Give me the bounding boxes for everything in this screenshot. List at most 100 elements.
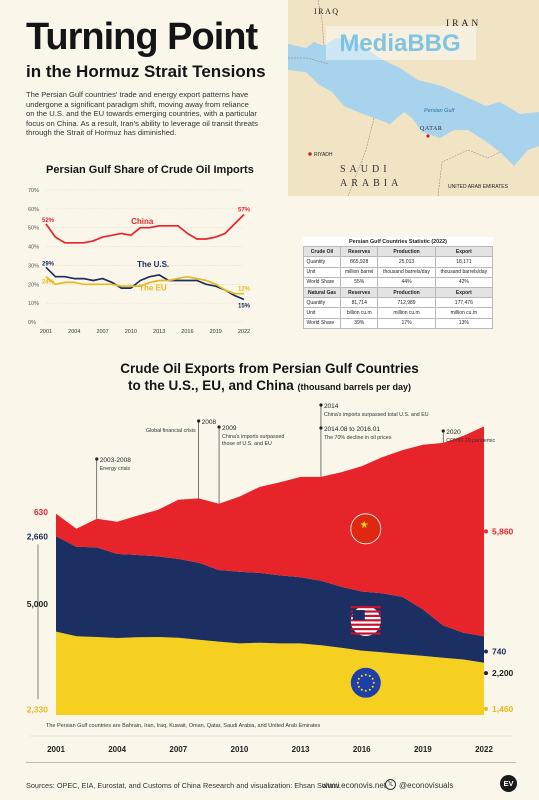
right-value-label: 740 xyxy=(492,646,506,656)
x-tick-label: 2010 xyxy=(231,745,249,754)
table-cell: million barrel xyxy=(340,266,379,278)
right-label-dot xyxy=(484,706,488,711)
intro-line: The Persian Gulf countries' trade and en… xyxy=(26,90,249,99)
eu-flag-star xyxy=(360,674,363,677)
map-label-gulf: Persian Gulf xyxy=(424,108,455,114)
eu-flag-star xyxy=(371,677,374,680)
annotation-text: China's imports surpassed total U.S. and… xyxy=(324,412,429,418)
table-row: Quantity 865,928 25,013 18,171 xyxy=(302,256,494,268)
x-tick-label: 2007 xyxy=(169,745,187,754)
start-value-label: 52% xyxy=(42,218,55,224)
footer-website[interactable]: www.econovis.net xyxy=(322,781,387,790)
table-header: Production xyxy=(377,286,436,299)
annotation-text: COVID-19 pandemic xyxy=(446,438,495,444)
annotation-year: 2020 xyxy=(446,429,461,436)
us-flag-stripe xyxy=(350,619,381,622)
annotation-dot xyxy=(319,426,323,430)
chart2-title-line2-text: to the U.S., EU, and China xyxy=(127,378,294,393)
start-value-label: 24% xyxy=(42,280,55,286)
table-header: Production xyxy=(377,246,436,258)
table-cell: 25,013 xyxy=(377,256,436,268)
table-row: Unit million barrel thousand barrels/day… xyxy=(302,266,494,278)
right-value-label: 5,860 xyxy=(492,526,514,536)
doha-dot xyxy=(426,134,430,138)
riyadh-dot xyxy=(308,152,312,156)
annotation-year: 2014 xyxy=(324,403,339,410)
x-tick-label: 2007 xyxy=(96,329,108,335)
annotation-year: 2008 xyxy=(202,419,217,426)
annotation-dot xyxy=(95,457,99,461)
x-tick-label: 2016 xyxy=(181,329,193,335)
table-cell: thousand barrels/day xyxy=(377,266,436,278)
chart2-title-unit: (thousand barrels per day) xyxy=(297,382,412,392)
chart2-footnote: The Persian Gulf countries are Bahrain, … xyxy=(46,723,320,729)
annotation-text: Energy crisis xyxy=(100,466,131,472)
x-tick-label: 2019 xyxy=(210,329,222,335)
annotation-dot xyxy=(197,419,201,423)
us-flag-stripe xyxy=(350,623,381,626)
x-tick-label: 2019 xyxy=(414,745,432,754)
persian-gulf-map: IRAQ IRAN QATAR RIYADH SAUDI ARABIA UNIT… xyxy=(288,0,539,196)
left-value-label: 5,000 xyxy=(27,599,49,609)
intro-line: focus on China. As a result, Iran's abil… xyxy=(26,118,258,128)
map-label-arabia: ARABIA xyxy=(340,178,402,189)
table-header: Crude Oil xyxy=(302,246,342,258)
table-cell: Unit xyxy=(302,307,342,319)
table-header: Reserves xyxy=(340,246,379,258)
econovis-logo: EV xyxy=(500,775,517,792)
map-border xyxy=(288,0,501,196)
start-value-label: 29% xyxy=(42,261,55,267)
chart1-title: Persian Gulf Share of Crude Oil Imports xyxy=(46,164,254,176)
table-row: Unit billion cu.m million cu.m million c… xyxy=(302,307,494,319)
us-flag-canton xyxy=(352,610,365,621)
right-label-dot xyxy=(484,671,488,676)
annotation-text: China's imports surpassed xyxy=(222,434,284,440)
table-cell: Quantity xyxy=(302,297,342,309)
china-flag-star: ★ xyxy=(360,520,369,531)
eu-flag-star xyxy=(368,674,371,677)
x-tick-label: 2004 xyxy=(108,745,126,754)
watermark-badge xyxy=(326,26,476,60)
table-cell: 865,928 xyxy=(340,256,379,268)
annotation-dot xyxy=(217,425,221,429)
chart2-title-line2: to the U.S., EU, and China (thousand bar… xyxy=(0,377,539,396)
table-header: Natural Gas xyxy=(302,286,342,299)
table-header: Export xyxy=(434,246,494,258)
annotation-text: The 70% decline in oil prices xyxy=(324,435,392,441)
chart2-title: Crude Oil Exports from Persian Gulf Coun… xyxy=(0,360,539,396)
us-flag-stripe xyxy=(350,632,381,635)
eu-flag-star xyxy=(360,688,363,691)
end-value-label: 57% xyxy=(238,208,251,214)
annotation-year: 2009 xyxy=(222,425,237,432)
area-band xyxy=(56,631,484,715)
table-cell: billion cu.m xyxy=(340,307,379,319)
table-cell: 17% xyxy=(377,317,436,329)
table-header: Reserves xyxy=(340,286,379,299)
y-tick-label: 30% xyxy=(28,263,39,269)
page-title: Turning Point xyxy=(26,16,258,58)
left-value-label: 2,330 xyxy=(27,704,49,714)
y-tick-label: 10% xyxy=(28,301,39,307)
x-tick-label: 2001 xyxy=(47,745,65,754)
x-tick-label: 2016 xyxy=(353,745,371,754)
x-logo-icon: 𝕏 xyxy=(385,779,396,790)
eu-flag-icon xyxy=(350,667,381,698)
watermark-text: MediaBBG xyxy=(339,30,460,57)
table-cell: 712,989 xyxy=(377,297,436,309)
footer-handle[interactable]: @econovisuals xyxy=(399,781,454,790)
table-header: Export xyxy=(434,286,494,299)
table-cell: 55% xyxy=(340,276,379,288)
table-cell: million cu.m xyxy=(377,307,436,319)
table-row: Quantity 81,714 712,989 177,476 xyxy=(302,297,494,309)
table-cell: World Share xyxy=(302,276,342,288)
annotation-text: those of U.S. and EU xyxy=(222,441,272,447)
us-flag-stripe xyxy=(350,606,381,609)
eu-flag-star xyxy=(368,688,371,691)
map-land-north xyxy=(288,0,539,114)
series-line xyxy=(45,213,245,244)
eu-flag-star xyxy=(371,685,374,688)
annotation-dot xyxy=(319,403,323,407)
map-label-saudi: SAUDI xyxy=(340,164,391,175)
series-label: The EU xyxy=(139,284,167,293)
map-label-iraq: IRAQ xyxy=(314,7,340,16)
